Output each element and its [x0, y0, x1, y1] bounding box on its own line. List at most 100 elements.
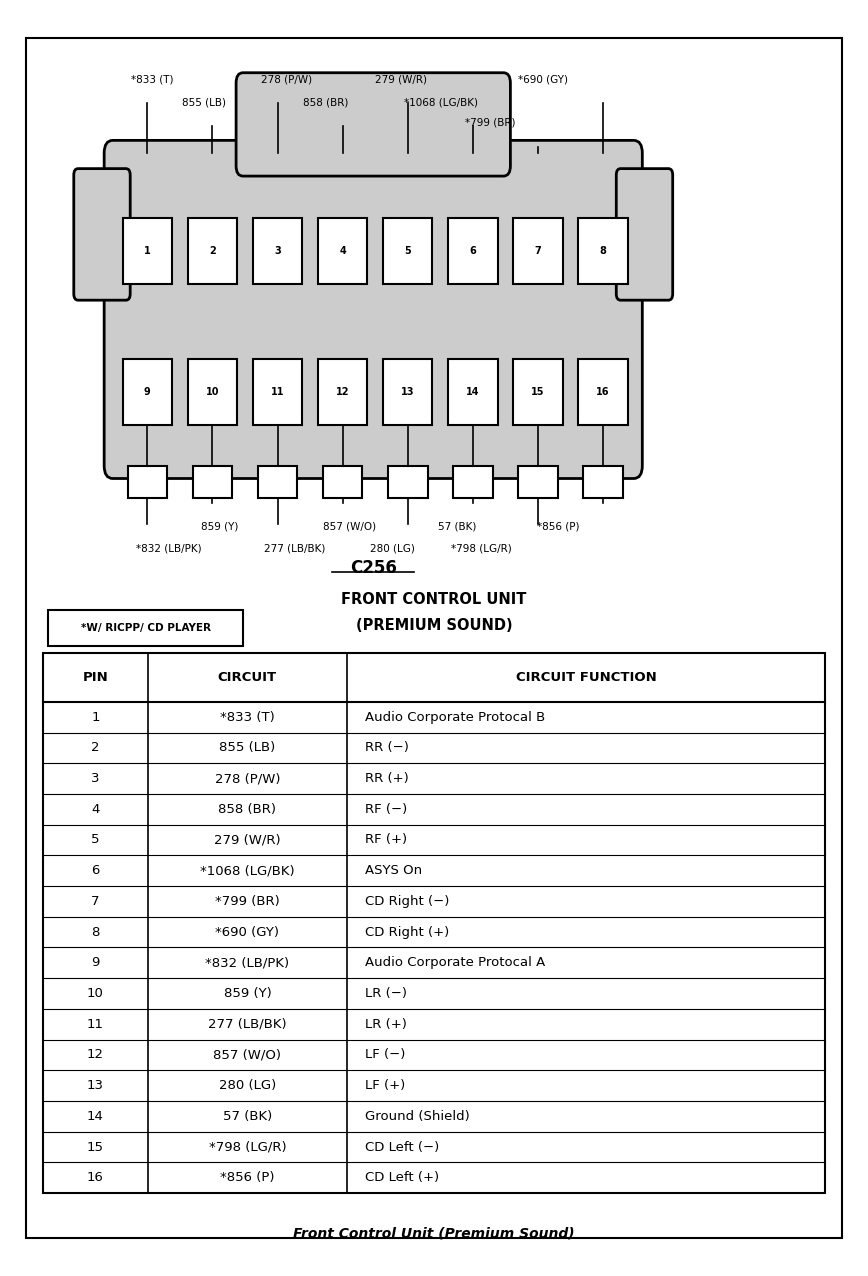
Text: Audio Corporate Protocal B: Audio Corporate Protocal B — [365, 711, 545, 723]
Text: 278 (P/W): 278 (P/W) — [261, 74, 312, 84]
Text: *833 (T): *833 (T) — [220, 711, 275, 723]
Text: 859 (Y): 859 (Y) — [201, 522, 239, 532]
Bar — [578, 218, 628, 285]
Bar — [383, 218, 432, 285]
Text: 855 (LB): 855 (LB) — [220, 741, 275, 754]
Text: *1068 (LG/BK): *1068 (LG/BK) — [200, 864, 295, 877]
Text: PIN: PIN — [82, 671, 108, 684]
Bar — [253, 218, 302, 285]
Text: *856 (P): *856 (P) — [537, 522, 579, 532]
Text: LF (+): LF (+) — [365, 1079, 404, 1092]
Bar — [513, 218, 562, 285]
Bar — [318, 359, 367, 425]
Text: 7: 7 — [535, 246, 542, 256]
Text: 12: 12 — [87, 1049, 104, 1062]
Bar — [48, 610, 243, 646]
Text: 11: 11 — [87, 1018, 104, 1031]
Text: 10: 10 — [206, 387, 220, 397]
Text: *799 (BR): *799 (BR) — [465, 117, 516, 128]
Text: 858 (BR): 858 (BR) — [219, 803, 276, 815]
Text: 12: 12 — [336, 387, 350, 397]
Bar — [128, 466, 168, 498]
Bar — [578, 359, 628, 425]
Text: 278 (P/W): 278 (P/W) — [214, 772, 280, 785]
Text: CD Right (+): CD Right (+) — [365, 925, 449, 939]
Text: *W/ RICPP/ CD PLAYER: *W/ RICPP/ CD PLAYER — [81, 623, 211, 633]
Text: RR (+): RR (+) — [365, 772, 408, 785]
Text: *799 (BR): *799 (BR) — [215, 894, 279, 909]
FancyBboxPatch shape — [74, 168, 130, 300]
Text: 857 (W/O): 857 (W/O) — [214, 1049, 281, 1062]
Text: 15: 15 — [87, 1141, 104, 1154]
Bar — [258, 466, 298, 498]
FancyBboxPatch shape — [236, 73, 510, 176]
Text: *690 (GY): *690 (GY) — [517, 74, 568, 84]
Text: C256: C256 — [350, 559, 397, 577]
Bar — [122, 359, 172, 425]
Text: 1: 1 — [144, 246, 151, 256]
Text: *833 (T): *833 (T) — [131, 74, 173, 84]
Text: 13: 13 — [401, 387, 415, 397]
Bar — [518, 466, 558, 498]
Text: LF (−): LF (−) — [365, 1049, 405, 1062]
Text: 15: 15 — [531, 387, 545, 397]
Text: 3: 3 — [274, 246, 281, 256]
Text: CIRCUIT FUNCTION: CIRCUIT FUNCTION — [516, 671, 656, 684]
Text: *832 (LB/PK): *832 (LB/PK) — [136, 544, 202, 554]
Bar — [318, 218, 367, 285]
Text: LR (+): LR (+) — [365, 1018, 406, 1031]
Text: Audio Corporate Protocal A: Audio Corporate Protocal A — [365, 956, 545, 970]
Text: 855 (LB): 855 (LB) — [182, 97, 226, 107]
Text: 8: 8 — [91, 925, 100, 939]
Bar — [193, 466, 233, 498]
Text: 1: 1 — [91, 711, 100, 723]
FancyBboxPatch shape — [104, 140, 642, 479]
Text: CD Left (+): CD Left (+) — [365, 1171, 438, 1184]
Bar — [448, 359, 497, 425]
Text: 4: 4 — [339, 246, 346, 256]
Text: *856 (P): *856 (P) — [220, 1171, 274, 1184]
Text: *832 (LB/PK): *832 (LB/PK) — [206, 956, 289, 970]
Text: CD Right (−): CD Right (−) — [365, 894, 449, 909]
Text: 277 (LB/BK): 277 (LB/BK) — [208, 1018, 286, 1031]
Text: RR (−): RR (−) — [365, 741, 409, 754]
Bar — [513, 359, 562, 425]
Text: 14: 14 — [466, 387, 480, 397]
Text: 9: 9 — [144, 387, 151, 397]
Text: 2: 2 — [91, 741, 100, 754]
Text: 6: 6 — [470, 246, 477, 256]
Text: 2: 2 — [209, 246, 216, 256]
Text: 6: 6 — [91, 864, 100, 877]
Text: FRONT CONTROL UNIT: FRONT CONTROL UNIT — [341, 592, 527, 607]
Text: Ground (Shield): Ground (Shield) — [365, 1110, 470, 1123]
Text: 5: 5 — [91, 833, 100, 846]
Text: RF (−): RF (−) — [365, 803, 407, 815]
Bar — [323, 466, 363, 498]
Text: (PREMIUM SOUND): (PREMIUM SOUND) — [356, 618, 512, 633]
Text: 280 (LG): 280 (LG) — [370, 544, 415, 554]
Text: 9: 9 — [91, 956, 100, 970]
Text: 16: 16 — [596, 387, 610, 397]
Bar — [453, 466, 493, 498]
Text: 279 (W/R): 279 (W/R) — [214, 833, 280, 846]
Bar — [187, 218, 237, 285]
Text: 5: 5 — [404, 246, 411, 256]
Text: 277 (LB/BK): 277 (LB/BK) — [265, 544, 326, 554]
Text: 280 (LG): 280 (LG) — [219, 1079, 276, 1092]
Bar — [583, 466, 623, 498]
Text: 16: 16 — [87, 1171, 104, 1184]
Text: 857 (W/O): 857 (W/O) — [323, 522, 377, 532]
Text: 4: 4 — [91, 803, 100, 815]
Text: RF (+): RF (+) — [365, 833, 407, 846]
Text: *798 (LG/R): *798 (LG/R) — [451, 544, 512, 554]
Text: ASYS On: ASYS On — [365, 864, 422, 877]
Text: 57 (BK): 57 (BK) — [223, 1110, 272, 1123]
Text: 8: 8 — [600, 246, 607, 256]
Text: 14: 14 — [87, 1110, 104, 1123]
Text: 859 (Y): 859 (Y) — [223, 986, 272, 1000]
Bar — [43, 653, 825, 1193]
Text: 7: 7 — [91, 894, 100, 909]
Bar — [187, 359, 237, 425]
Text: CD Left (−): CD Left (−) — [365, 1141, 439, 1154]
FancyBboxPatch shape — [616, 168, 673, 300]
